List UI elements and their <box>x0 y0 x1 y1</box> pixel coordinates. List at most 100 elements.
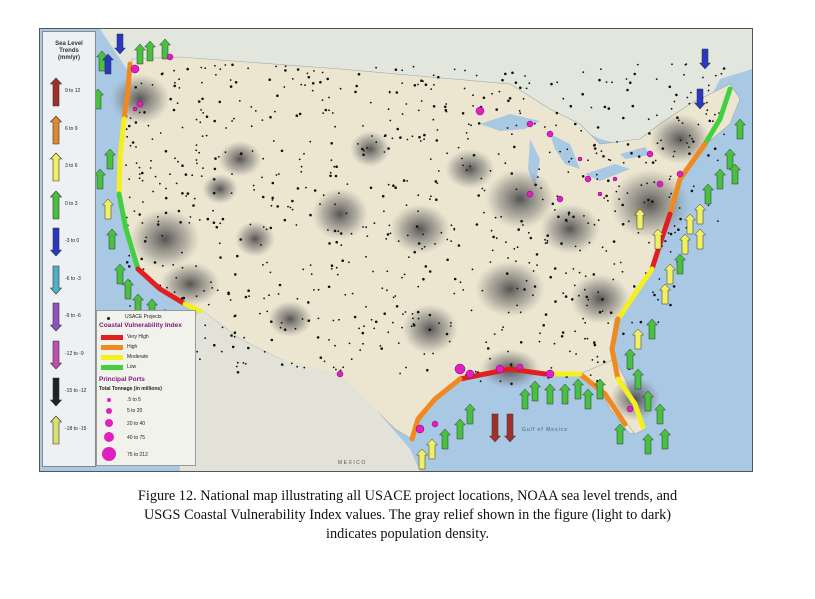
usace-project-dot <box>135 146 137 148</box>
usace-project-dot <box>147 124 150 127</box>
usace-project-dot <box>239 238 242 241</box>
usace-project-dot <box>489 261 492 263</box>
usace-project-dot <box>263 350 266 353</box>
usace-project-dot <box>453 277 457 281</box>
usace-project-dot <box>128 254 131 257</box>
usace-project-dot <box>169 97 172 101</box>
usace-project-dot <box>445 110 448 113</box>
arrow-up-icon <box>49 77 63 107</box>
usace-project-dot <box>386 289 388 292</box>
usace-project-dot <box>271 181 275 185</box>
sea-level-arrow-up <box>658 283 672 305</box>
legend-item: 0 to 3 <box>49 190 95 220</box>
usace-project-dot <box>278 173 280 175</box>
usace-project-dot <box>557 215 560 219</box>
port-size-label: .5 to 5 <box>127 397 141 403</box>
usace-project-dot <box>392 321 394 324</box>
usace-project-dot <box>457 244 461 247</box>
usace-project-dot <box>714 74 717 77</box>
usace-project-dot <box>230 334 233 337</box>
usace-project-dot <box>672 155 675 158</box>
usace-project-dot <box>428 270 432 273</box>
usace-project-dot <box>450 224 453 227</box>
usace-project-dot <box>436 129 439 131</box>
usace-project-dot <box>262 226 265 228</box>
usace-project-dot <box>164 211 168 215</box>
usace-project-dot <box>296 365 299 368</box>
usace-project-dot <box>479 380 482 383</box>
usace-project-dot <box>656 114 658 117</box>
usace-project-dot <box>359 349 362 351</box>
usace-project-dot <box>519 341 523 344</box>
port-marker <box>132 106 138 112</box>
usace-project-dot <box>365 255 367 258</box>
usace-project-dot <box>707 204 710 207</box>
usace-project-dot <box>247 289 250 293</box>
legend-item: -9 to -6 <box>49 302 95 332</box>
usace-project-dot <box>338 192 340 195</box>
usace-project-dot <box>150 159 152 162</box>
usace-project-dot <box>197 100 201 103</box>
usace-project-dot <box>607 179 610 182</box>
port-marker <box>676 170 684 178</box>
usace-project-dot <box>397 240 400 243</box>
usace-project-dot <box>504 162 507 165</box>
usace-project-dot <box>309 264 312 266</box>
arrow-down-icon <box>49 377 63 407</box>
usace-project-dot <box>519 86 522 90</box>
usace-project-dot <box>619 261 622 264</box>
usace-project-dot <box>475 223 479 226</box>
usace-project-dot <box>309 213 312 217</box>
usace-project-dot <box>593 223 596 226</box>
usace-project-dot <box>461 112 465 115</box>
usace-project-dot <box>516 246 519 249</box>
usace-project-dot <box>702 76 704 79</box>
usace-project-dot <box>191 174 194 177</box>
usace-project-dot <box>269 115 272 119</box>
legend-item-label: -9 to -6 <box>65 313 81 319</box>
usace-project-dot <box>592 273 596 276</box>
usace-project-dot <box>556 81 559 84</box>
usace-project-dot <box>668 196 671 199</box>
usace-project-dot <box>601 310 604 312</box>
usace-project-dot <box>311 89 314 92</box>
usace-project-dot <box>585 295 589 299</box>
arrow-up-icon <box>49 190 63 219</box>
usace-project-dot <box>172 264 175 266</box>
usace-project-dot <box>540 187 542 190</box>
usace-project-dot <box>149 167 152 169</box>
usace-project-dot <box>395 91 399 94</box>
usace-project-dot <box>249 223 252 226</box>
usace-project-dot <box>242 362 245 364</box>
usace-project-dot <box>586 337 589 340</box>
usace-project-dot <box>161 264 164 267</box>
usace-project-dot <box>505 241 507 244</box>
usace-project-dot <box>406 138 409 141</box>
usace-project-dot <box>218 242 221 245</box>
usace-project-dot <box>433 84 435 86</box>
usace-project-dot <box>386 270 389 273</box>
usace-project-dot <box>319 356 323 360</box>
usace-project-dot <box>357 72 361 76</box>
usace-project-dot <box>548 151 551 154</box>
usace-project-dot <box>396 127 400 131</box>
usace-project-dot <box>199 121 202 124</box>
usace-project-dot <box>195 118 198 121</box>
usace-project-dot <box>567 213 570 216</box>
caption-line: indicates population density. <box>325 526 490 542</box>
sea-level-arrow-up <box>558 383 572 405</box>
usace-project-dot <box>542 324 545 327</box>
usace-project-dot <box>298 112 302 116</box>
usace-project-dot <box>389 232 392 235</box>
usace-project-dot <box>129 144 132 147</box>
usace-project-dot <box>174 81 176 84</box>
usace-project-dot <box>580 129 583 132</box>
usace-project-dot <box>502 326 504 328</box>
usace-project-dot <box>618 185 620 188</box>
usace-project-dot <box>214 64 216 67</box>
legend-item-label: 0 to 3 <box>65 200 78 207</box>
usace-project-dot <box>588 241 591 244</box>
legend-item-label: 3 to 6 <box>65 163 78 169</box>
usace-project-dot <box>283 328 287 332</box>
usace-project-dot <box>152 190 154 193</box>
